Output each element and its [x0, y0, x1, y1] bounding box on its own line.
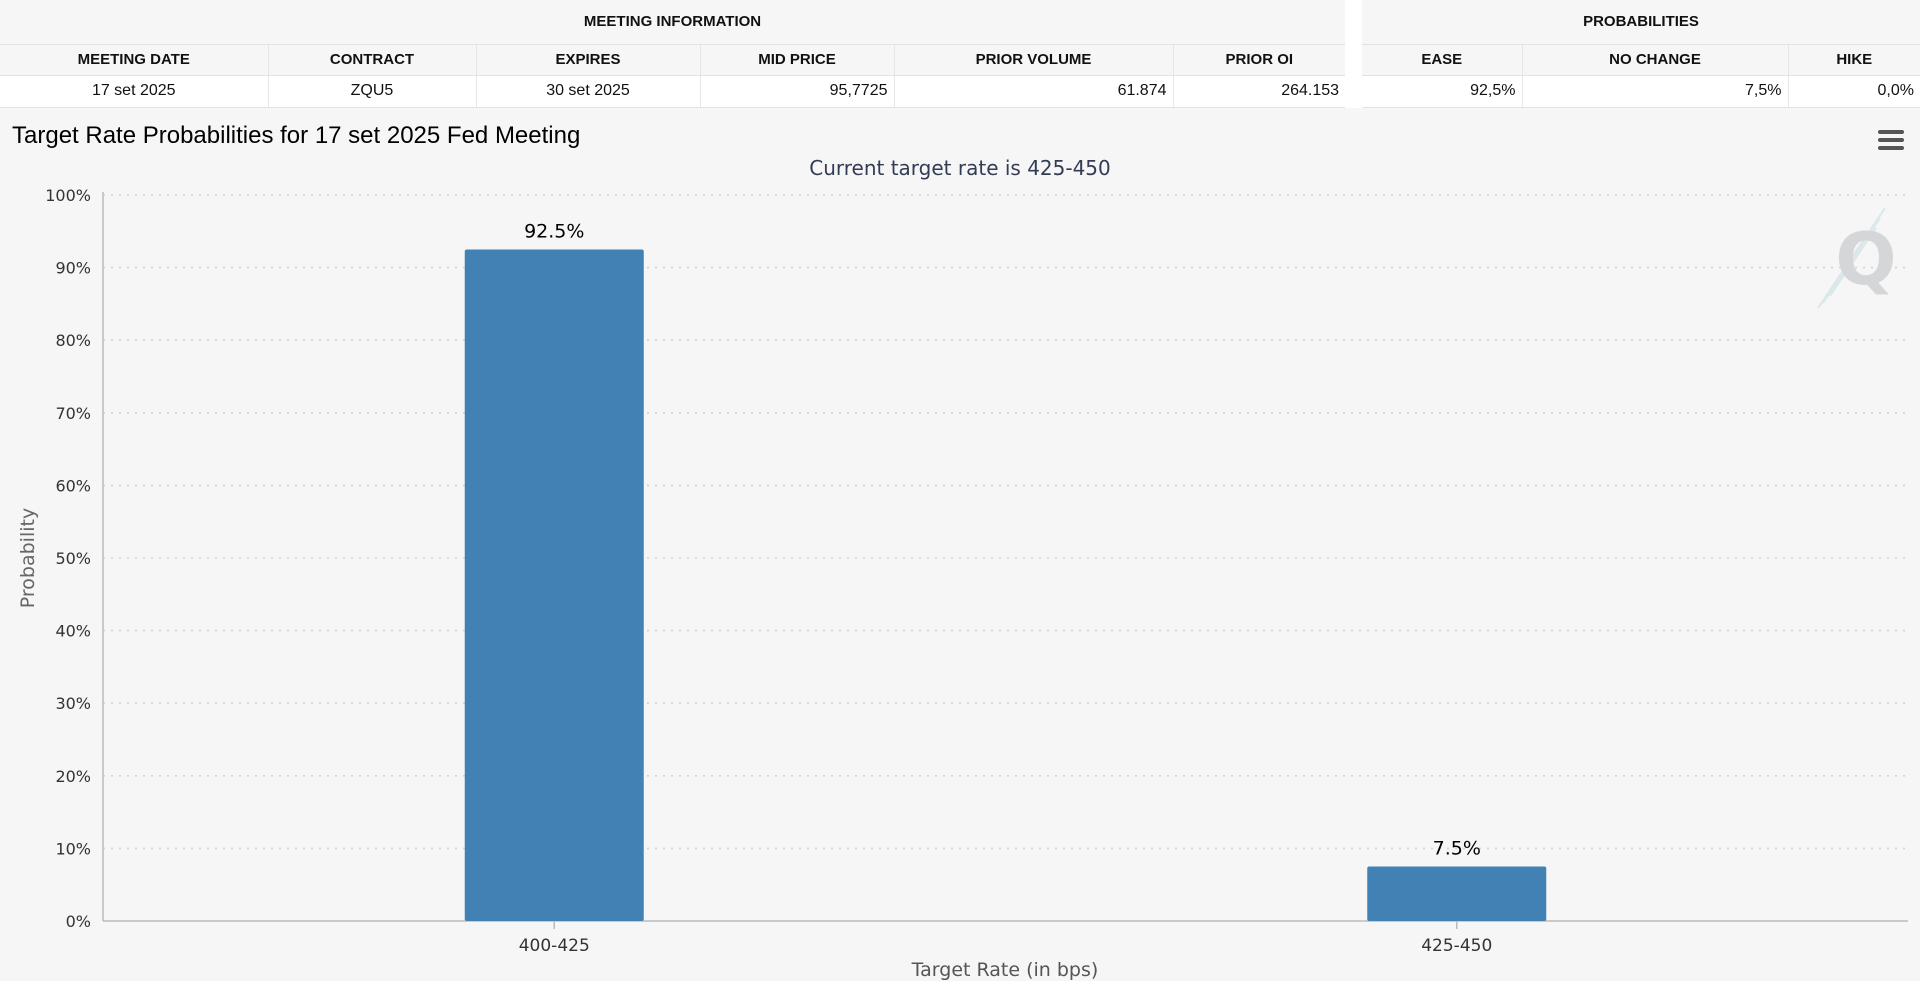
data-labels: 92.5% 7.5%: [524, 220, 1481, 859]
axes: 0% 10% 20% 30% 40% 50% 60% 70% 80% 90% 100% 400-425…: [45, 186, 1908, 956]
table-row: 17 set 2025 ZQU5 30 set 2025 95,7725 61.…: [0, 75, 1346, 108]
col-hike: HIKE: [1788, 44, 1920, 76]
y-tick-label: 20%: [55, 767, 91, 786]
bar-425-450: [1367, 866, 1547, 921]
y-tick-label: 70%: [55, 404, 91, 423]
bars: [464, 249, 1547, 921]
probabilities-header: PROBABILITIES: [1362, 0, 1920, 45]
grid-lines: [103, 194, 1908, 850]
watermark-letter: Q: [1835, 217, 1896, 301]
expires-cell: 30 set 2025: [476, 75, 701, 108]
chart-subtitle: Current target rate is 425-450: [809, 156, 1111, 180]
col-mid-price: MID PRICE: [700, 44, 895, 76]
table-row: 92,5% 7,5% 0,0%: [1362, 75, 1920, 108]
y-tick-label: 30%: [55, 694, 91, 713]
probabilities-table: PROBABILITIES EASE NO CHANGE HIKE 92,5% …: [1362, 0, 1920, 108]
chart-svg: Q 0% 10% 20% 30% 40% 50% 60% 70% 80% 90% 100% 400-4…: [17, 156, 1908, 981]
x-axis-label: Target Rate (in bps): [911, 959, 1099, 981]
y-tick-label: 0%: [66, 912, 91, 931]
y-tick-label: 90%: [55, 259, 91, 278]
col-expires: EXPIRES: [476, 44, 701, 76]
y-tick-label: 10%: [55, 839, 91, 858]
y-tick-label: 60%: [55, 476, 91, 495]
y-tick-label: 80%: [55, 331, 91, 350]
x-tick-label: 400-425: [519, 936, 590, 956]
menu-line: [1878, 130, 1904, 134]
menu-line: [1878, 138, 1904, 142]
prior-volume-cell: 61.874: [894, 75, 1174, 108]
y-tick-label: 100%: [45, 186, 91, 205]
col-prior-oi: PRIOR OI: [1173, 44, 1346, 76]
col-contract: CONTRACT: [268, 44, 477, 76]
summary-tables: MEETING INFORMATION MEETING DATE CONTRAC…: [0, 0, 1920, 108]
contract-cell: ZQU5: [268, 75, 477, 108]
hike-cell: 0,0%: [1788, 75, 1920, 108]
ease-cell: 92,5%: [1362, 75, 1523, 108]
col-no-change: NO CHANGE: [1522, 44, 1789, 76]
data-label: 7.5%: [1433, 838, 1481, 860]
meeting-date-cell: 17 set 2025: [0, 75, 269, 108]
mid-price-cell: 95,7725: [700, 75, 895, 108]
col-meeting-date: MEETING DATE: [0, 44, 269, 76]
meeting-information-header: MEETING INFORMATION: [0, 0, 1346, 45]
prior-oi-cell: 264.153: [1173, 75, 1346, 108]
probability-chart: Q 0% 10% 20% 30% 40% 50% 60% 70% 80% 90% 100% 400-4…: [0, 108, 1920, 981]
y-tick-label: 50%: [55, 549, 91, 568]
y-tick-label: 40%: [55, 622, 91, 641]
data-label: 92.5%: [524, 220, 584, 242]
y-axis-label: Probability: [17, 508, 39, 608]
menu-line: [1878, 146, 1904, 150]
watermark-streak: [1817, 207, 1886, 309]
col-ease: EASE: [1362, 44, 1523, 76]
col-prior-volume: PRIOR VOLUME: [894, 44, 1174, 76]
watermark-logo: Q: [1817, 207, 1897, 309]
bar-400-425: [464, 249, 644, 921]
table-divider: [1345, 0, 1362, 108]
no-change-cell: 7,5%: [1522, 75, 1789, 108]
hamburger-menu-icon[interactable]: [1878, 130, 1906, 154]
x-tick-label: 425-450: [1421, 936, 1492, 956]
meeting-information-table: MEETING INFORMATION MEETING DATE CONTRAC…: [0, 0, 1346, 108]
chart-title: Target Rate Probabilities for 17 set 202…: [12, 122, 581, 149]
